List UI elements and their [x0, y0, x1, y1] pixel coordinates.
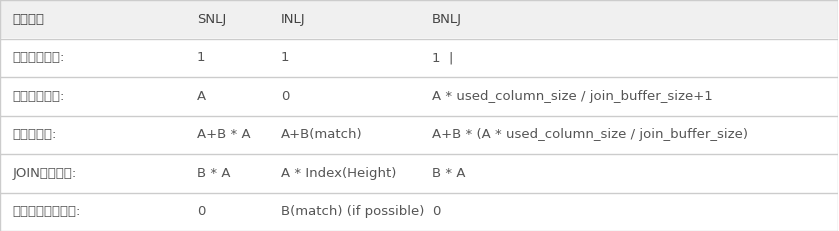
Bar	[0, 116, 838, 154]
Text: 回表读取记录次数:: 回表读取记录次数:	[13, 205, 81, 218]
Bar	[0, 154, 838, 192]
Text: 1  |: 1 |	[432, 51, 453, 64]
Text: 0: 0	[432, 205, 440, 218]
Text: JOIN比较次数:: JOIN比较次数:	[13, 167, 77, 180]
Bar	[0, 0, 838, 39]
Bar	[0, 77, 838, 116]
Text: A: A	[197, 90, 206, 103]
Text: 1: 1	[197, 51, 206, 64]
Text: SNLJ: SNLJ	[197, 13, 227, 26]
Text: A * used_column_size / join_buffer_size+1: A * used_column_size / join_buffer_size+…	[432, 90, 712, 103]
Text: 读取记录数:: 读取记录数:	[13, 128, 57, 141]
Text: A * Index(Height): A * Index(Height)	[281, 167, 396, 180]
Text: INLJ: INLJ	[281, 13, 305, 26]
Text: B * A: B * A	[432, 167, 466, 180]
Text: 内表扫描次数:: 内表扫描次数:	[13, 90, 65, 103]
Text: 开销统计: 开销统计	[13, 13, 44, 26]
Text: A+B(match): A+B(match)	[281, 128, 362, 141]
Text: B * A: B * A	[197, 167, 231, 180]
Text: A+B * A: A+B * A	[197, 128, 251, 141]
Text: 0: 0	[197, 205, 206, 218]
Text: 1: 1	[281, 51, 289, 64]
Text: BNLJ: BNLJ	[432, 13, 461, 26]
Text: 0: 0	[281, 90, 289, 103]
Bar	[0, 192, 838, 231]
Bar	[0, 39, 838, 77]
Text: B(match) (if possible): B(match) (if possible)	[281, 205, 425, 218]
Text: A+B * (A * used_column_size / join_buffer_size): A+B * (A * used_column_size / join_buffe…	[432, 128, 748, 141]
Text: 外表扫描次数:: 外表扫描次数:	[13, 51, 65, 64]
